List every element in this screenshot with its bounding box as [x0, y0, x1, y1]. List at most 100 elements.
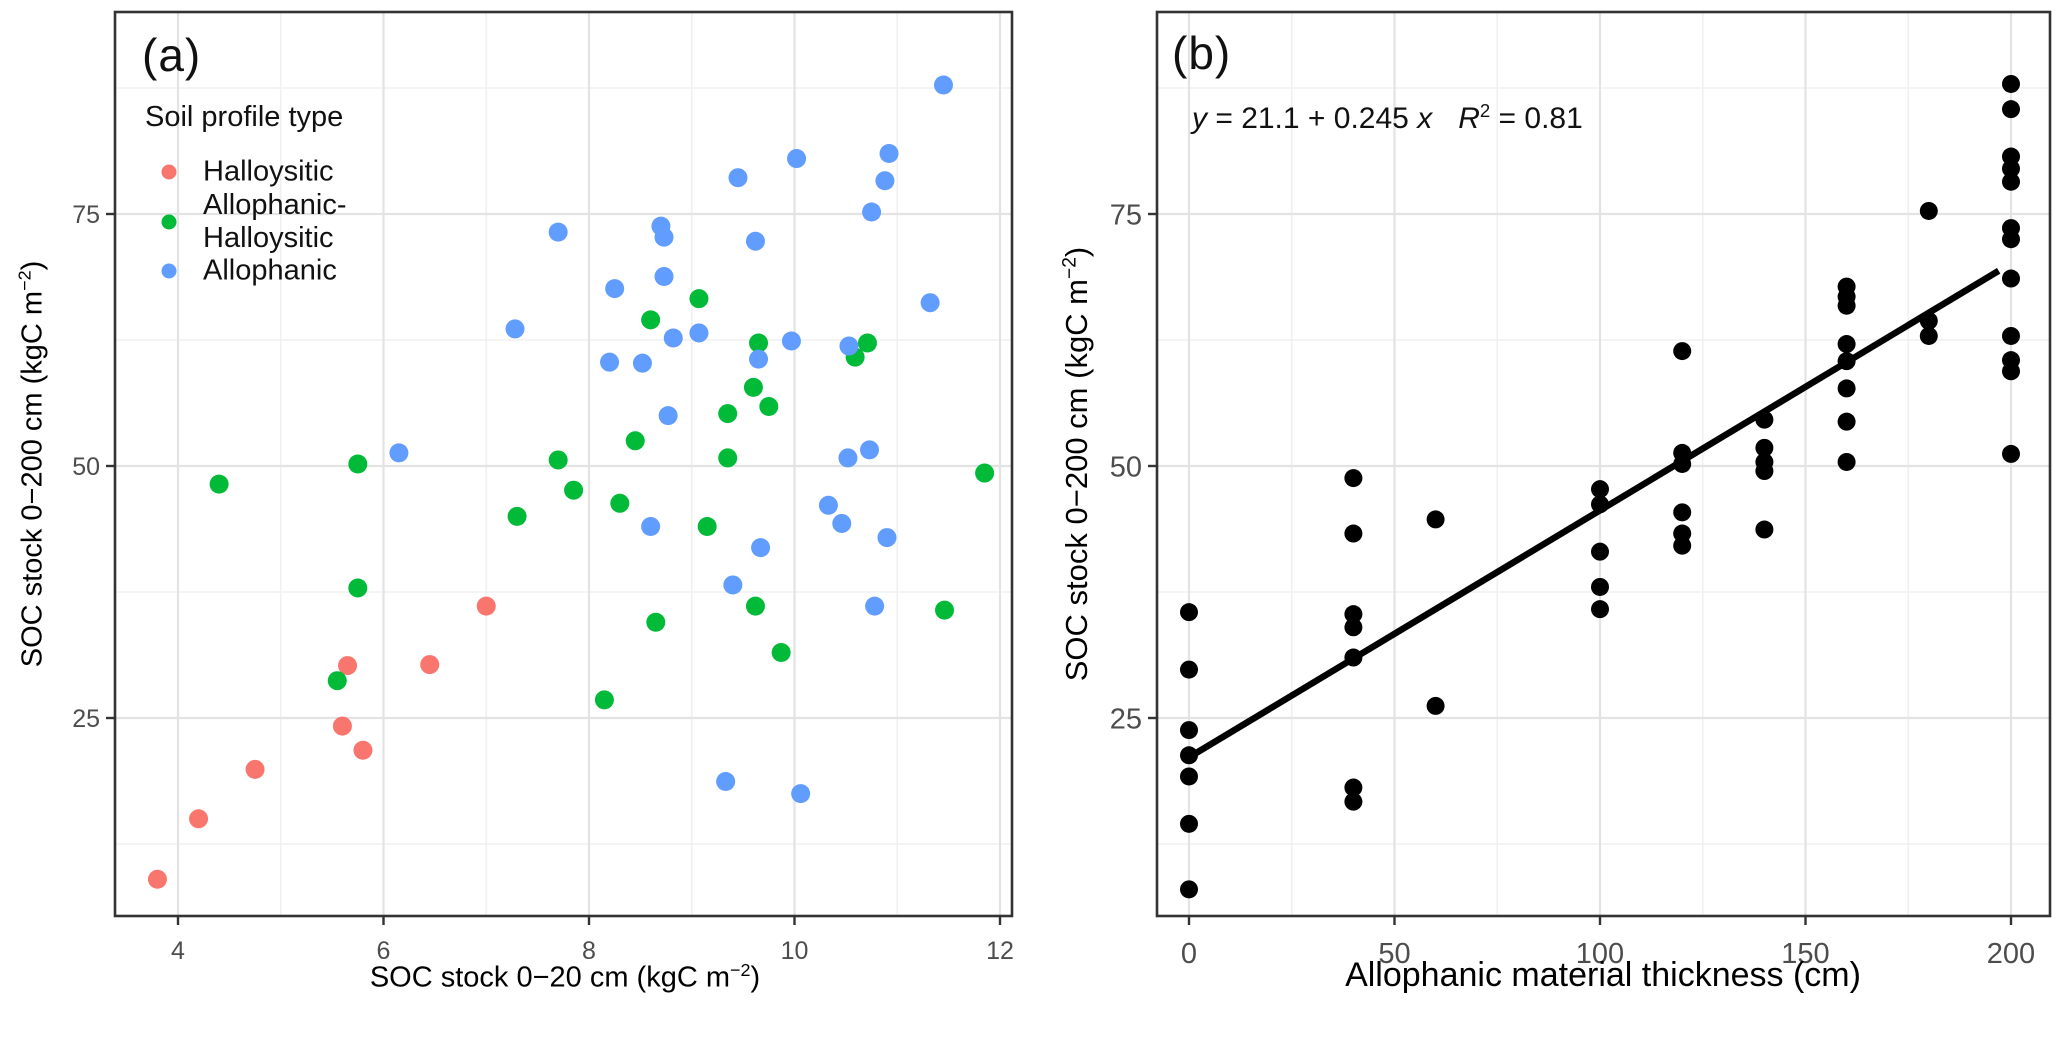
panel-b-tag: (b)	[1172, 27, 1232, 79]
data-point	[865, 596, 885, 616]
x-tick-label: 10	[781, 937, 809, 965]
data-point	[245, 759, 265, 779]
data-point	[920, 293, 940, 313]
x-tick-label: 12	[986, 937, 1014, 965]
data-point	[641, 310, 661, 330]
data-point	[1837, 412, 1856, 431]
data-point	[2002, 230, 2020, 249]
y-tick-label: 25	[1110, 703, 1142, 735]
data-point	[1591, 600, 1609, 619]
data-point	[1837, 452, 1856, 471]
data-point	[2002, 100, 2020, 119]
data-point	[332, 716, 352, 736]
data-point	[1755, 520, 1774, 539]
data-point	[348, 578, 368, 598]
data-point	[743, 377, 763, 397]
y-tick-label: 75	[72, 201, 100, 229]
data-point	[1755, 410, 1774, 429]
data-point	[2002, 326, 2020, 345]
data-point	[2002, 172, 2020, 191]
data-point	[781, 331, 801, 351]
data-point	[625, 431, 645, 451]
y-tick-label: 75	[1110, 199, 1142, 231]
equation-x: x	[1417, 102, 1433, 135]
data-point	[838, 448, 858, 468]
data-point	[1755, 462, 1774, 481]
data-point	[1837, 379, 1856, 398]
data-point	[1591, 542, 1609, 561]
panel-a-tag: (a)	[142, 29, 202, 81]
data-point	[548, 450, 568, 470]
data-point	[610, 493, 630, 513]
regression-line	[1187, 268, 2001, 761]
x-tick-label: 4	[171, 937, 185, 965]
data-point	[935, 600, 955, 620]
data-point	[389, 443, 409, 463]
data-point	[420, 655, 440, 675]
data-point	[327, 671, 347, 691]
data-point	[147, 869, 167, 889]
data-point	[505, 319, 525, 339]
data-point	[1837, 296, 1856, 315]
data-point	[2002, 269, 2020, 288]
data-point	[548, 222, 568, 242]
data-point	[1344, 648, 1363, 667]
data-point	[718, 448, 738, 468]
data-point	[1591, 577, 1609, 596]
x-tick-label: 8	[582, 937, 596, 965]
data-point	[1180, 880, 1198, 899]
data-point	[658, 406, 678, 426]
data-point	[862, 202, 882, 222]
data-point	[1673, 342, 1692, 361]
data-point	[1180, 603, 1198, 622]
panel-border	[1155, 10, 2052, 918]
data-point	[689, 323, 709, 343]
x-tick-label: 100	[1576, 938, 1624, 970]
data-point	[641, 516, 661, 536]
data-point	[933, 75, 953, 95]
x-tick-label: 150	[1781, 938, 1829, 970]
data-point	[1673, 503, 1692, 522]
data-point	[605, 279, 625, 299]
data-point	[1344, 778, 1363, 797]
data-point	[564, 480, 584, 500]
data-point	[1919, 201, 1938, 220]
legend-item-label: Allophanic	[203, 254, 337, 287]
data-point	[632, 353, 652, 373]
data-point	[723, 575, 743, 595]
data-point	[745, 596, 765, 616]
data-point	[209, 474, 229, 494]
data-point	[697, 516, 717, 536]
equation-y: y	[1192, 102, 1207, 135]
data-point	[745, 231, 765, 251]
data-point	[1344, 605, 1363, 624]
data-point	[832, 513, 852, 533]
data-point	[879, 144, 899, 164]
allophanic-dot-icon	[161, 263, 177, 279]
equation-r-value: = 0.81	[1490, 102, 1583, 135]
data-point	[716, 772, 736, 792]
data-point	[1180, 660, 1198, 679]
data-point	[338, 656, 358, 676]
y-tick-label: 25	[72, 705, 100, 733]
data-point	[654, 266, 674, 286]
x-tick-label: 50	[1378, 938, 1410, 970]
data-point	[2002, 159, 2020, 178]
data-point	[1344, 469, 1363, 488]
data-point	[1180, 767, 1198, 786]
equation-body: = 21.1 + 0.245	[1207, 102, 1418, 135]
data-point	[857, 333, 877, 353]
data-point	[1919, 311, 1938, 330]
data-point	[728, 168, 748, 188]
panel-b-y-axis-title: SOC stock 0−200 cm (kgC m−2)	[1059, 246, 1094, 682]
data-point	[476, 596, 496, 616]
panel-a-x-axis-title: SOC stock 0−20 cm (kgC m−2)	[369, 960, 761, 994]
panel-border	[113, 10, 1014, 918]
panel-a-y-axis-title: SOC stock 0−200 cm (kgC m−2)	[14, 260, 49, 668]
data-point	[1344, 792, 1363, 811]
data-point	[2002, 444, 2020, 463]
data-point	[1426, 696, 1445, 715]
data-point	[654, 227, 674, 247]
data-point	[718, 404, 738, 424]
